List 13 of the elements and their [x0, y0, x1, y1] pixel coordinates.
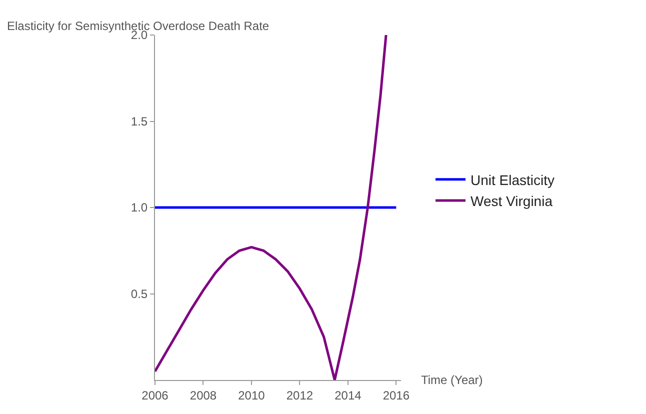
x-axis-title: Time (Year) [421, 373, 483, 387]
x-tick-label: 2012 [286, 388, 314, 402]
x-tick-label: 2006 [142, 388, 169, 402]
y-tick-label: 1.5 [130, 114, 148, 128]
legend-label: West Virginia [470, 193, 553, 210]
x-tick-label: 2010 [238, 388, 266, 402]
x-tick-label: 2014 [334, 388, 362, 402]
chart-title: Elasticity for Semisynthetic Overdose Death Rate [7, 19, 270, 33]
x-tick-label: 2008 [190, 388, 217, 402]
y-tick-label: 1.0 [130, 200, 148, 215]
legend-label: Unit Elasticity [470, 172, 555, 188]
y-tick-label: 0.5 [130, 286, 148, 301]
x-tick-label: 2016 [382, 388, 410, 402]
